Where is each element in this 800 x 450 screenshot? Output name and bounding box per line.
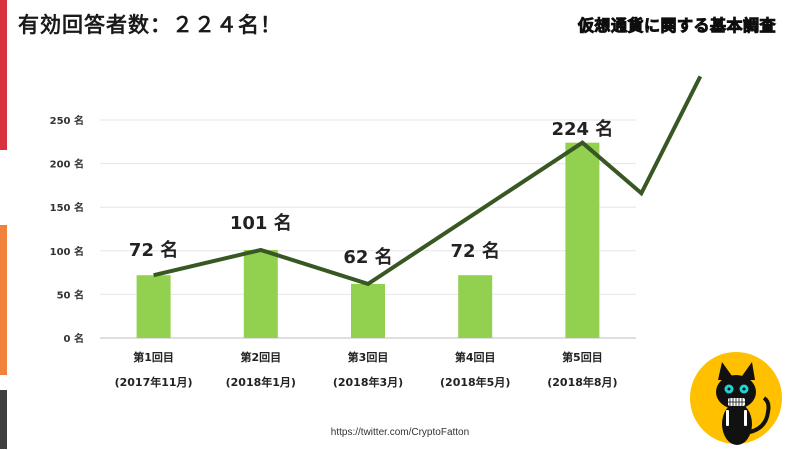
y-tick-label: 250 名 <box>50 114 84 127</box>
x-tick-label: 第2回目 <box>240 350 281 364</box>
x-tick-sublabel: (2018年5月) <box>440 375 510 389</box>
x-tick-sublabel: (2017年11月) <box>115 375 193 389</box>
bar <box>243 249 278 338</box>
trend-line <box>153 75 703 287</box>
page-title: 有効回答者数：２２４名！ <box>18 13 282 37</box>
bar <box>136 275 171 338</box>
x-tick-sublabel: (2018年3月) <box>333 375 403 389</box>
edge-bar-middle <box>0 225 7 375</box>
x-tick-label: 第1回目 <box>133 350 174 364</box>
data-label: 101 名 <box>230 212 292 234</box>
data-label: 72 名 <box>451 240 500 262</box>
edge-bar-bottom <box>0 390 7 449</box>
data-label: 62 名 <box>343 246 392 268</box>
y-tick-label: 200 名 <box>50 158 84 171</box>
data-label: 72 名 <box>129 239 178 261</box>
bar <box>565 142 600 338</box>
bar <box>351 283 385 338</box>
x-tick-sublabel: (2018年8月) <box>547 375 617 389</box>
black-cat-icon <box>688 350 784 446</box>
footer-twitter-link[interactable]: https://twitter.com/CryptoFatton <box>330 427 470 438</box>
bar <box>458 275 493 338</box>
edge-bar-top <box>0 0 7 150</box>
y-tick-label: 0 名 <box>64 332 84 345</box>
x-tick-label: 第4回目 <box>455 350 496 364</box>
x-tick-label: 第5回目 <box>562 350 603 364</box>
x-tick-sublabel: (2018年1月) <box>226 375 296 389</box>
data-label: 224 名 <box>551 118 613 140</box>
y-tick-label: 100 名 <box>50 245 84 258</box>
survey-banner: 仮想通貨に関する基本調査 <box>577 16 776 36</box>
x-tick-label: 第3回目 <box>348 350 389 364</box>
y-tick-label: 50 名 <box>57 288 84 301</box>
y-tick-label: 150 名 <box>50 201 84 214</box>
